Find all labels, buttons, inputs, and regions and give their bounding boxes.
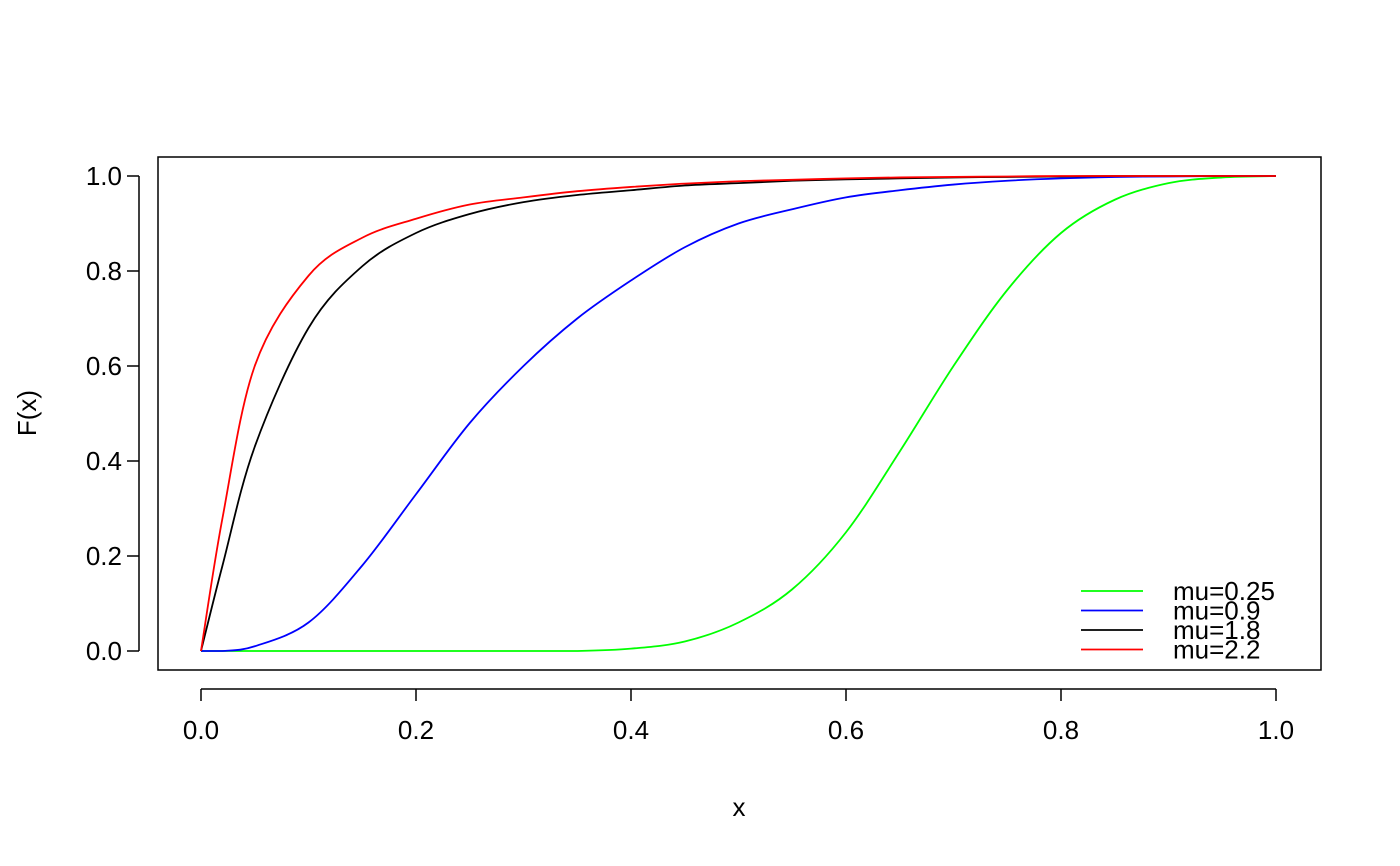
y-tick-label: 0.6 (86, 351, 122, 381)
y-tick-label: 0.4 (86, 446, 122, 476)
x-tick-label: 1.0 (1258, 715, 1294, 745)
series-line-mu-1-8 (200, 175, 1276, 652)
y-tick-label: 0.2 (86, 541, 122, 571)
series-line-mu-0-9 (200, 175, 1276, 652)
y-tick-label: 0.8 (86, 256, 122, 286)
y-tick-label: 1.0 (86, 161, 122, 191)
legend-label: mu=0.9 (1173, 596, 1260, 626)
legend-label: mu=1.8 (1173, 615, 1260, 645)
plot-frame (157, 156, 1322, 671)
x-tick-label: 0.8 (1043, 715, 1079, 745)
series-line-mu-0-25 (200, 175, 1277, 652)
x-tick-label: 0.0 (183, 715, 219, 745)
x-tick-label: 0.6 (828, 715, 864, 745)
x-axis-label: x (733, 792, 746, 822)
series-group (200, 175, 1277, 652)
series-line-mu-2-2 (200, 175, 1276, 652)
axes: 0.0 0.2 0.4 0.6 0.8 1.0 0.0 0.2 0.4 0.6 0.8 1.0 (86, 161, 1294, 745)
y-axis-label: F(x) (12, 390, 42, 436)
y-tick-label: 0.0 (86, 636, 122, 666)
x-tick-label: 0.2 (398, 715, 434, 745)
x-tick-label: 0.4 (613, 715, 649, 745)
legend-label: mu=2.2 (1173, 635, 1260, 665)
legend-label: mu=0.25 (1173, 576, 1275, 606)
